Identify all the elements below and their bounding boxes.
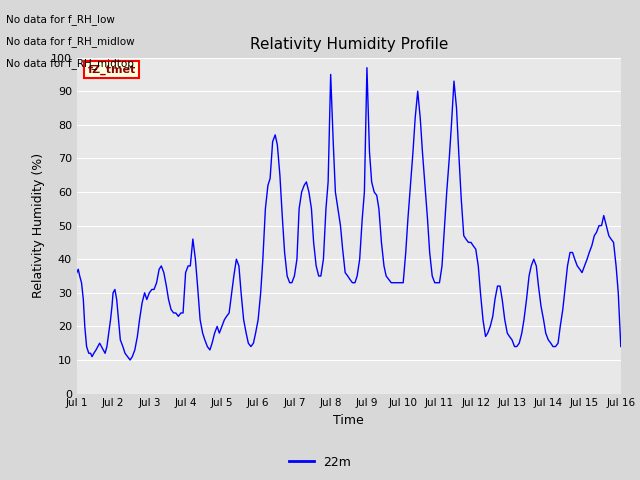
Text: No data for f_RH_midlow: No data for f_RH_midlow bbox=[6, 36, 135, 47]
Text: fZ_tmet: fZ_tmet bbox=[88, 64, 136, 74]
Text: No data for f_RH_midtop: No data for f_RH_midtop bbox=[6, 58, 134, 69]
Title: Relativity Humidity Profile: Relativity Humidity Profile bbox=[250, 37, 448, 52]
Legend: 22m: 22m bbox=[284, 451, 356, 474]
Y-axis label: Relativity Humidity (%): Relativity Humidity (%) bbox=[33, 153, 45, 298]
Text: No data for f_RH_low: No data for f_RH_low bbox=[6, 14, 115, 25]
X-axis label: Time: Time bbox=[333, 414, 364, 427]
